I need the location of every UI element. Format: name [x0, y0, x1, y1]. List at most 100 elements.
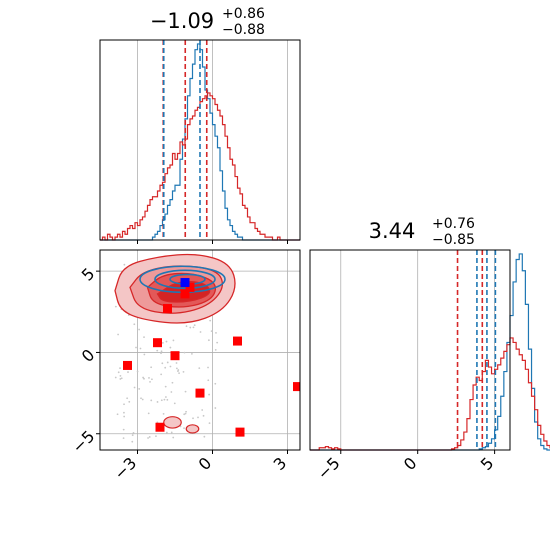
sample-point: [114, 376, 117, 379]
sample-point: [170, 391, 173, 393]
sample-point: [201, 409, 204, 411]
sample-point: [214, 407, 217, 409]
right-hist-xtick-label-1: 0: [400, 453, 421, 474]
sample-point: [165, 431, 168, 434]
sample-point: [207, 379, 210, 382]
sample-point: [214, 382, 217, 385]
sample-point: [117, 333, 119, 336]
sample-point: [138, 328, 141, 331]
sample-point: [122, 437, 125, 440]
sample-point: [123, 403, 125, 406]
red-square-marker-3: [163, 304, 172, 314]
sample-point: [149, 380, 151, 383]
sample-point: [160, 373, 163, 376]
sample-point: [156, 349, 159, 352]
sample-point: [127, 371, 129, 373]
sample-point: [164, 366, 167, 369]
contour-panel: −3 0 3 −5 0 5: [68, 249, 301, 484]
sample-point: [189, 326, 192, 329]
red-square-marker-8: [235, 427, 245, 437]
sample-point: [216, 341, 219, 344]
sample-point: [170, 431, 173, 434]
contour-ytick-label-2: 5: [78, 264, 99, 285]
right-hist-frame: [309, 249, 511, 451]
sample-point: [139, 347, 142, 350]
right-hist-title-value: 3.44: [369, 219, 416, 243]
sample-point: [193, 324, 196, 327]
blue-square-marker: [180, 278, 190, 288]
right-hist-series-1: [310, 337, 550, 451]
sample-point: [143, 336, 145, 339]
sample-point: [199, 331, 202, 333]
sample-point: [136, 370, 139, 373]
sample-point: [165, 340, 168, 343]
sample-point: [128, 400, 131, 403]
sample-point: [192, 417, 194, 420]
red-square-marker-10: [293, 382, 300, 392]
top-hist-title-value: −1.09: [150, 9, 214, 33]
contour-xtick-label-1: 0: [195, 453, 216, 474]
contour-xtick-label-2: 3: [270, 453, 291, 474]
red-square-marker-0: [123, 360, 132, 370]
sample-point: [140, 397, 142, 400]
sample-point: [207, 366, 209, 369]
sample-point: [182, 370, 185, 373]
sample-point: [210, 330, 213, 333]
sample-point: [133, 323, 136, 326]
right-hist-title-lower-error: −0.85: [432, 232, 475, 248]
sample-point: [171, 381, 174, 384]
sample-point: [175, 367, 178, 370]
sample-point: [163, 398, 166, 401]
sample-point: [192, 326, 195, 329]
sample-point: [169, 346, 172, 349]
red-square-marker-2: [170, 351, 180, 361]
red-contour-island-1: [185, 424, 200, 434]
blue-contour-ring-1: [154, 269, 216, 290]
sample-point: [169, 365, 172, 368]
sample-point: [161, 362, 164, 365]
sample-point: [214, 348, 217, 351]
sample-point: [185, 325, 188, 328]
sample-point: [126, 397, 129, 400]
sample-point: [165, 396, 167, 398]
histogram-panel-param-1: −1.09 +0.86−0.88: [99, 6, 301, 244]
sample-point: [203, 435, 206, 438]
sample-point: [160, 350, 163, 353]
sample-point: [122, 428, 125, 431]
sample-point: [172, 436, 175, 439]
sample-point: [162, 412, 165, 415]
sample-point: [150, 366, 153, 369]
red-square-marker-6: [195, 388, 205, 398]
sample-point: [147, 412, 150, 415]
sample-point: [208, 393, 211, 396]
sample-point: [114, 305, 117, 308]
sample-point: [133, 386, 136, 389]
sample-point: [147, 437, 149, 439]
top-hist-title-upper-error: +0.86: [222, 6, 265, 22]
right-hist-series-0: [310, 253, 550, 451]
contour-xtick-label-0: −3: [110, 453, 140, 483]
red-square-marker-7: [233, 336, 242, 346]
sample-point: [209, 319, 212, 322]
sample-point: [178, 372, 180, 375]
sample-point: [215, 332, 217, 334]
right-hist-xtick-label-0: −5: [313, 453, 343, 483]
red-square-marker-9: [155, 422, 165, 432]
sample-point: [119, 378, 122, 380]
sample-point: [138, 388, 141, 390]
sample-point: [191, 352, 193, 355]
sample-point: [143, 377, 145, 380]
sample-point: [184, 390, 187, 393]
red-square-marker-1: [153, 338, 162, 348]
contour-content: [114, 253, 300, 443]
sample-point: [202, 414, 205, 417]
sample-point: [156, 401, 159, 403]
sample-point: [123, 263, 126, 266]
sample-point: [183, 413, 186, 416]
sample-point: [116, 413, 119, 416]
top-hist-series-1: [100, 92, 300, 241]
red-square-marker-5: [185, 282, 195, 292]
sample-point: [208, 422, 211, 425]
sample-point: [143, 353, 146, 356]
